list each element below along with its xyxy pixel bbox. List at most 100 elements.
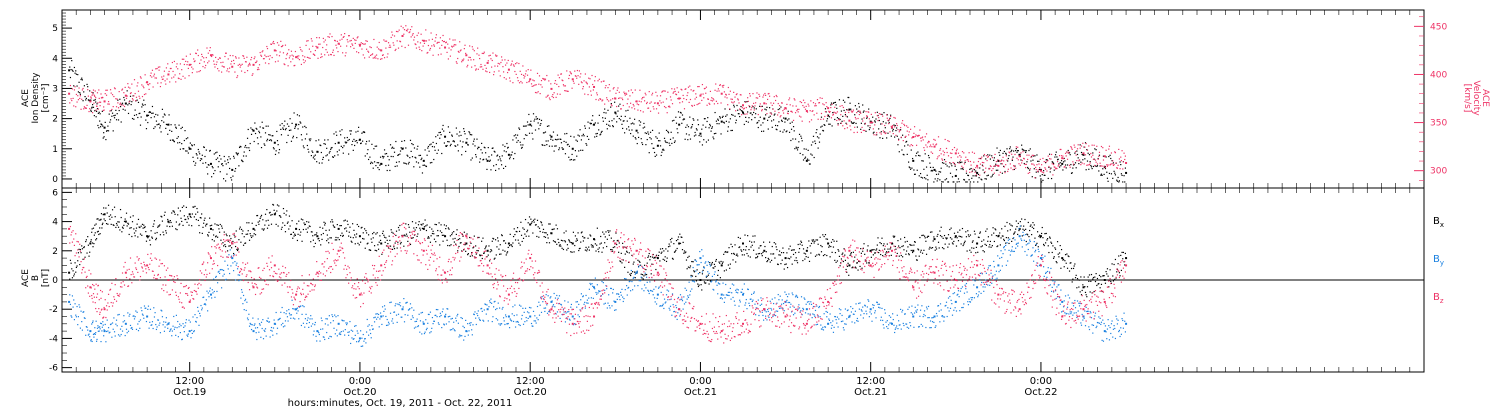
density-point bbox=[742, 111, 744, 114]
density-dot bbox=[322, 158, 324, 161]
bx-dot bbox=[183, 205, 185, 207]
bx-dot bbox=[102, 213, 104, 216]
velocity-dot bbox=[753, 102, 755, 104]
density-dot bbox=[1080, 151, 1083, 154]
velocity-dot bbox=[137, 82, 139, 84]
velocity-dot bbox=[785, 108, 787, 110]
bx-dot bbox=[591, 246, 593, 248]
bx-dot bbox=[772, 253, 775, 255]
velocity-dot bbox=[1058, 164, 1060, 166]
bx-dot bbox=[69, 278, 71, 280]
density-dot bbox=[1092, 165, 1095, 168]
velocity-dot bbox=[241, 63, 243, 65]
velocity-dot bbox=[426, 52, 428, 54]
bx-dot bbox=[309, 225, 311, 228]
velocity-point bbox=[1125, 161, 1128, 164]
bx-dot bbox=[283, 212, 285, 214]
density-dot bbox=[387, 155, 389, 158]
density-dot bbox=[340, 145, 342, 147]
density-dot bbox=[941, 181, 943, 183]
velocity-dot bbox=[935, 144, 937, 146]
velocity-dot bbox=[291, 54, 293, 56]
bx-dot bbox=[441, 231, 443, 234]
density-dot bbox=[447, 140, 449, 143]
bx-dot bbox=[1027, 221, 1029, 224]
density-dot bbox=[752, 105, 754, 108]
velocity-dot bbox=[394, 49, 396, 52]
velocity-dot bbox=[78, 87, 80, 89]
velocity-dot bbox=[1081, 162, 1083, 164]
bx-point bbox=[465, 242, 468, 245]
bx-dot bbox=[690, 274, 692, 277]
bx-dot bbox=[697, 283, 699, 285]
velocity-dot bbox=[1059, 148, 1061, 151]
density-dot bbox=[673, 141, 676, 144]
velocity-dot bbox=[140, 77, 142, 79]
density-dot bbox=[193, 144, 195, 146]
velocity-dot bbox=[111, 94, 114, 96]
bx-dot bbox=[858, 260, 860, 263]
velocity-dot bbox=[406, 30, 408, 32]
velocity-dot bbox=[131, 98, 134, 100]
velocity-dot bbox=[1013, 166, 1015, 168]
density-dot bbox=[1029, 148, 1031, 150]
velocity-dot bbox=[860, 131, 862, 134]
bx-dot bbox=[197, 219, 199, 222]
velocity-dot bbox=[504, 64, 507, 66]
bx-dot bbox=[728, 247, 730, 249]
velocity-dot bbox=[965, 156, 967, 158]
density-dot bbox=[695, 128, 698, 130]
density-dot bbox=[814, 142, 817, 145]
velocity-dot bbox=[71, 88, 74, 90]
bx-dot bbox=[681, 249, 684, 251]
velocity-dot bbox=[481, 66, 483, 68]
bx-dot bbox=[899, 247, 901, 249]
bx-dot bbox=[603, 233, 605, 235]
density-dot bbox=[699, 141, 701, 143]
bx-dot bbox=[431, 232, 434, 235]
by-dot bbox=[93, 336, 95, 338]
bx-dot bbox=[453, 241, 455, 243]
density-dot bbox=[369, 156, 371, 158]
density-dot bbox=[320, 151, 322, 154]
bx-dot bbox=[578, 248, 581, 250]
velocity-dot bbox=[973, 152, 976, 154]
velocity-dot bbox=[969, 171, 971, 174]
bx-dot bbox=[665, 248, 667, 250]
bx-dot bbox=[398, 229, 400, 231]
bx-dot bbox=[759, 252, 761, 255]
velocity-dot bbox=[924, 136, 926, 138]
bx-dot bbox=[1111, 263, 1113, 265]
velocity-point bbox=[1082, 152, 1085, 155]
bx-dot bbox=[415, 222, 417, 224]
velocity-dot bbox=[856, 112, 858, 114]
velocity-dot bbox=[401, 45, 403, 47]
velocity-dot bbox=[1070, 146, 1072, 148]
velocity-dot bbox=[782, 112, 785, 114]
velocity-dot bbox=[437, 41, 439, 44]
bx-dot bbox=[389, 245, 392, 247]
bx-dot bbox=[125, 212, 128, 214]
bx-dot bbox=[535, 224, 537, 226]
velocity-dot bbox=[610, 99, 612, 101]
bx-dot bbox=[365, 232, 368, 234]
density-dot bbox=[222, 165, 224, 167]
bx-dot bbox=[228, 245, 230, 247]
velocity-dot bbox=[465, 52, 467, 55]
velocity-dot bbox=[586, 82, 588, 84]
density-dot bbox=[407, 163, 410, 165]
density-dot bbox=[955, 169, 958, 171]
density-dot bbox=[937, 178, 939, 180]
velocity-dot bbox=[935, 143, 938, 145]
density-dot bbox=[793, 130, 795, 132]
velocity-dot bbox=[880, 133, 882, 135]
velocity-dot bbox=[393, 44, 395, 46]
density-dot bbox=[161, 108, 164, 110]
velocity-dot bbox=[711, 97, 713, 99]
density-dot bbox=[1121, 174, 1123, 177]
velocity-dot bbox=[892, 125, 894, 127]
bx-dot bbox=[84, 256, 86, 258]
density-dot bbox=[197, 148, 199, 151]
bx-dot bbox=[958, 235, 960, 237]
density-dot bbox=[737, 109, 739, 111]
